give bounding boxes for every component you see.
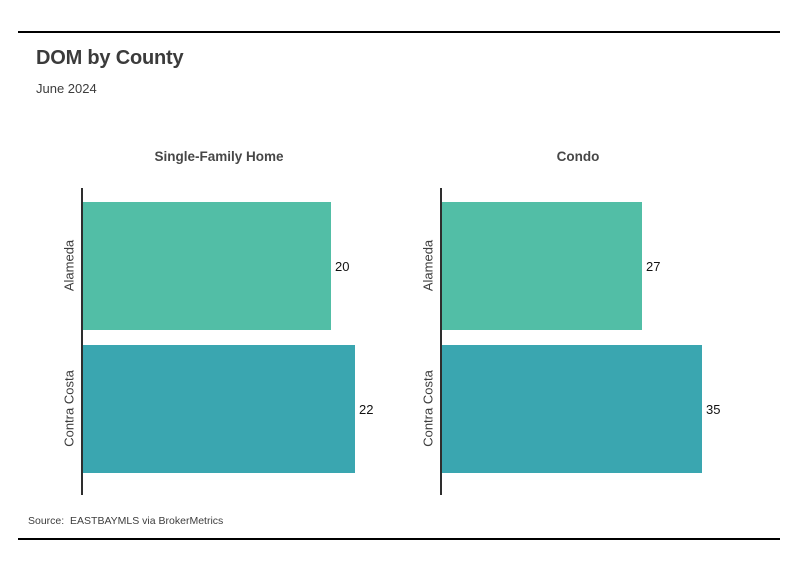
bar-contra-costa [442,345,702,473]
bottom-rule [18,538,780,540]
bar-value-label: 22 [359,401,374,417]
bar-value-label: 35 [706,401,721,417]
y-axis-label: Alameda [61,239,77,292]
bar-row: 22 [83,345,380,473]
y-axis-labels: Alameda Contra Costa [58,188,83,495]
y-axis-label: Alameda [420,239,436,292]
bar-row: 20 [83,202,380,330]
bar-value-label: 27 [646,258,661,274]
y-axis-line [81,188,83,495]
y-axis-line [440,188,442,495]
plot-area: 27 35 [442,188,739,495]
source-note: Source: EASTBAYMLS via BrokerMetrics [28,515,224,527]
panel-condo: Condo Alameda Contra Costa 27 35 [417,148,739,495]
y-axis-labels: Alameda Contra Costa [417,188,442,495]
bar-alameda [83,202,331,330]
y-axis-label: Contra Costa [420,370,436,447]
bar-value-label: 20 [335,258,350,274]
bar-row: 35 [442,345,739,473]
plot: Alameda Contra Costa 20 22 [58,188,380,495]
bar-alameda [442,202,642,330]
plot-area: 20 22 [83,188,380,495]
panel-title: Single-Family Home [154,149,284,164]
y-axis-label: Contra Costa [61,370,77,447]
top-rule [18,31,780,33]
bar-contra-costa [83,345,355,473]
chart-title: DOM by County [36,47,184,69]
panel-single-family-home: Single-Family Home Alameda Contra Costa 20 2… [58,148,380,495]
bar-row: 27 [442,202,739,330]
plot: Alameda Contra Costa 27 35 [417,188,739,495]
panel-title: Condo [556,149,600,164]
chart-subtitle: June 2024 [36,81,97,96]
